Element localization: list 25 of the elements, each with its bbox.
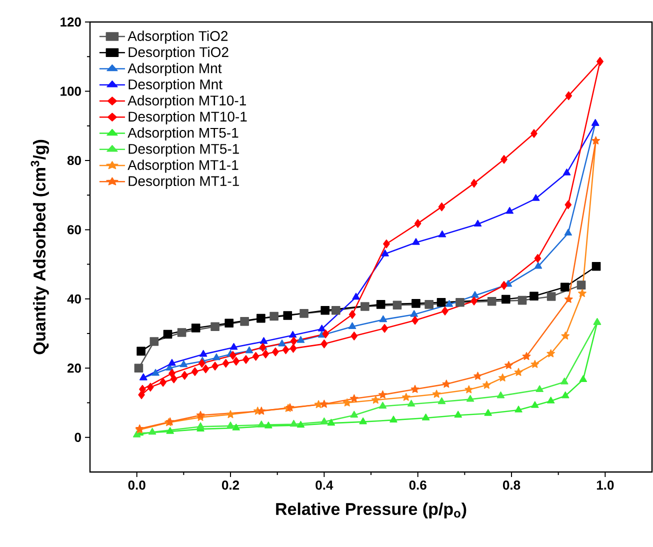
x-tick-label: 0.8	[502, 480, 520, 490]
y-tick-label: 0	[74, 432, 81, 442]
y-tick-label: 60	[67, 225, 81, 234]
legend-label: Desorption TiO2	[128, 46, 228, 60]
x-tick-label: 0.0	[128, 480, 146, 490]
legend-label: Desorption Mnt	[128, 79, 222, 92]
legend-label: Adsorption TiO2	[128, 30, 228, 44]
y-axis-title: Quantity Adsorbed (cm$^{3}$/g)	[30, 140, 49, 354]
x-tick-label: 0.2	[222, 480, 240, 490]
y-tick-label: 120	[60, 17, 81, 27]
legend-label: Adsorption MT5-1	[128, 127, 238, 140]
legend-label: Adsorption MT10-1	[128, 95, 246, 108]
legend-label: Adsorption MT1-1	[128, 160, 238, 173]
y-tick-label: 80	[67, 156, 81, 166]
y-tick-label: 100	[60, 86, 81, 96]
legend-label: Desorption MT5-1	[128, 144, 239, 157]
x-axis-title: Relative Pressure (p/p$_{o}$)	[276, 502, 466, 518]
x-tick-label: 0.4	[316, 480, 334, 490]
x-tick-label: 0.6	[409, 480, 426, 490]
legend-label: Desorption MT1-1	[128, 176, 239, 189]
y-tick-label: 40	[67, 294, 81, 304]
y-tick-label: 20	[67, 364, 81, 373]
legend-label: Adsorption Mnt	[128, 62, 222, 76]
x-tick-label: 1.0	[596, 480, 614, 490]
legend-label: Desorption MT10-1	[128, 111, 247, 124]
